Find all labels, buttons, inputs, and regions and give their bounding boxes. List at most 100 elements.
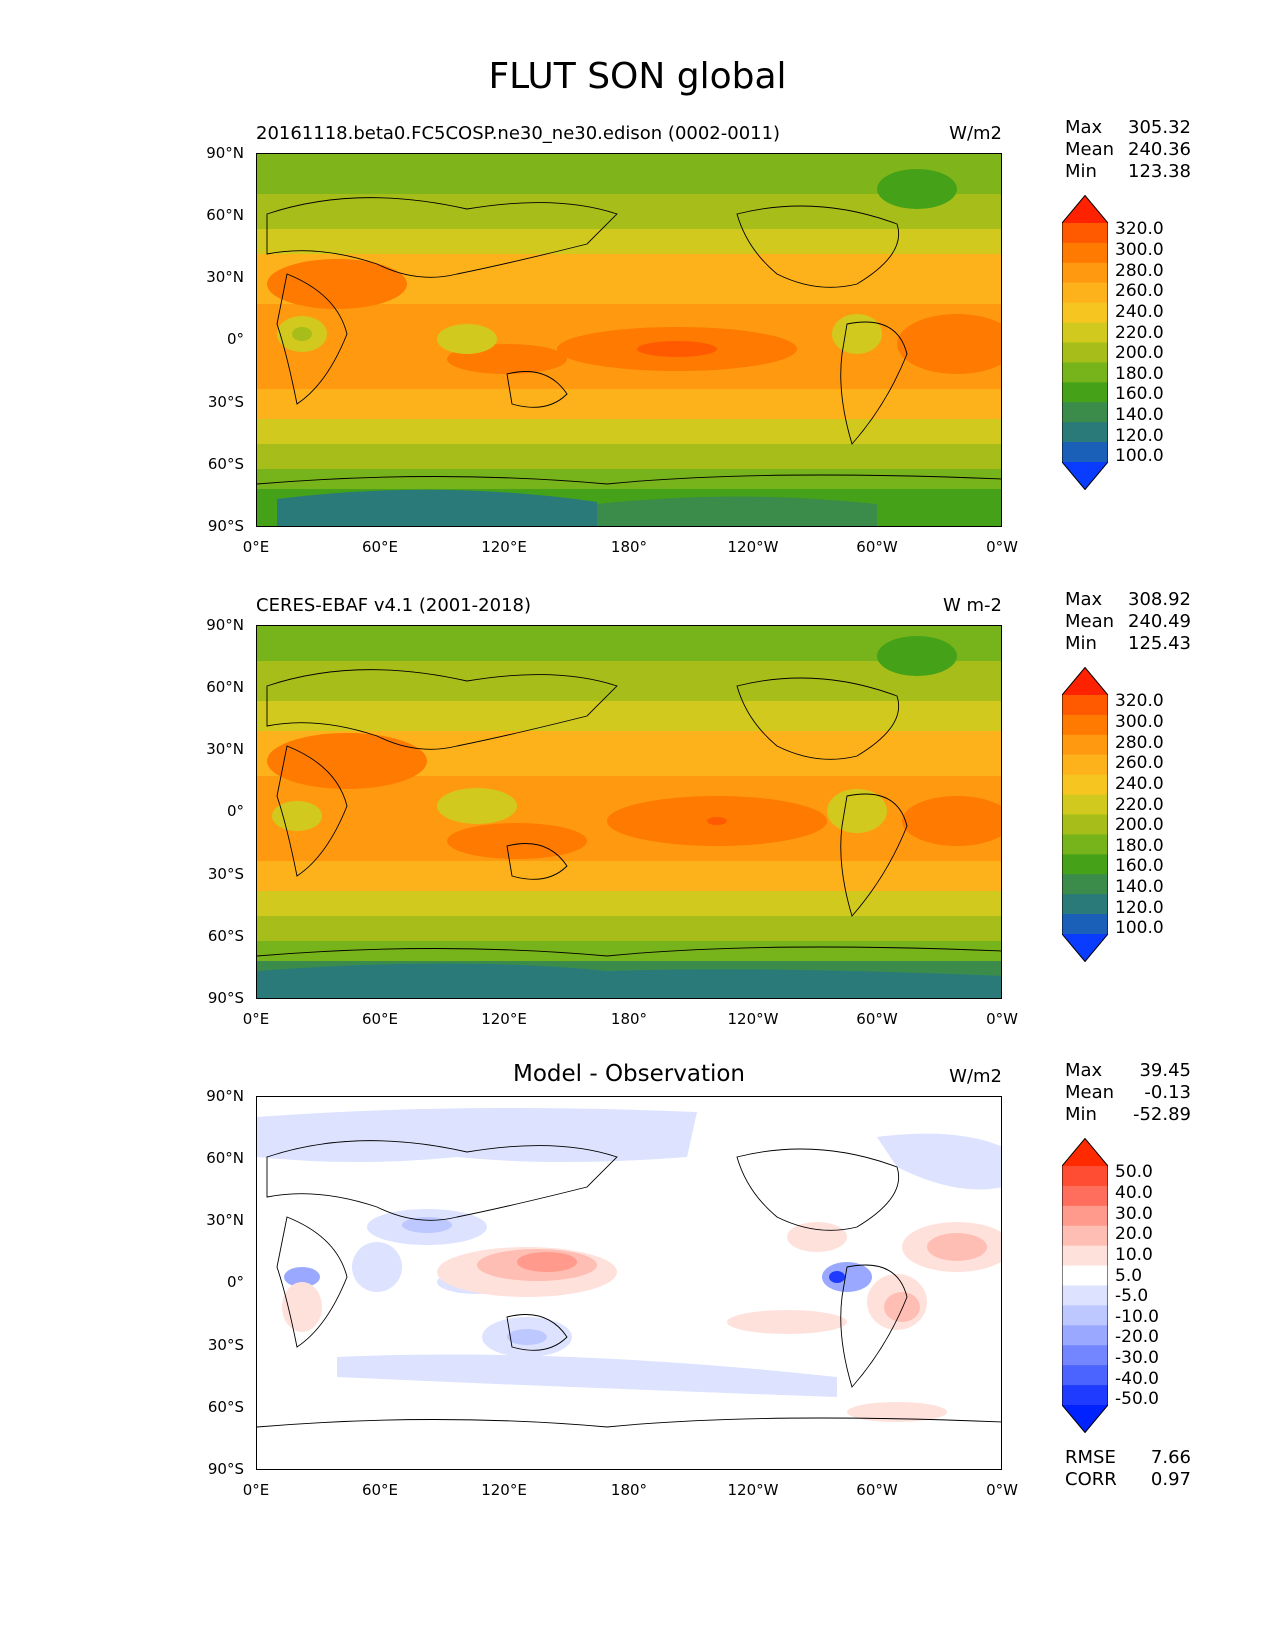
panel-2-colorbar-label: 140.0: [1115, 877, 1164, 897]
panel-2-min-label: Min: [1065, 633, 1097, 654]
panel-3-colorbar-label: -10.0: [1115, 1307, 1159, 1327]
panel-2-xtick: 120°E: [481, 1010, 527, 1028]
colorbar-segment: [1062, 894, 1108, 915]
panel-3-corr-label: CORR: [1065, 1469, 1117, 1490]
panel-3-colorbar-label: 30.0: [1115, 1204, 1153, 1224]
panel-3-rmse-value: 7.66: [1150, 1447, 1191, 1468]
colorbar-segment: [1062, 362, 1108, 383]
panel-1-colorbar-label: 200.0: [1115, 343, 1164, 363]
panel-3-xtick: 0°E: [242, 1481, 270, 1499]
colorbar-segment: [1062, 774, 1108, 796]
panel-3-xtick: 60°E: [361, 1481, 399, 1499]
panel-2-colorbar-label: 100.0: [1115, 918, 1164, 938]
panel-2-xtick: 0°W: [986, 1010, 1018, 1028]
panel-2-xtick: 60°W: [856, 1010, 898, 1028]
colorbar-bottom-extend: [1062, 1405, 1108, 1433]
colorbar-segment: [1062, 1166, 1108, 1187]
colorbar-segment: [1062, 1185, 1108, 1207]
panel-2-ytick: 30°S: [207, 865, 244, 883]
colorbar-segment: [1062, 262, 1108, 284]
colorbar-segment: [1062, 402, 1108, 423]
colorbar-segment: [1062, 814, 1108, 835]
colorbar-segment: [1062, 342, 1108, 363]
panel-3-max-value: 39.45: [1139, 1060, 1191, 1081]
panel-1-colorbar-label: 100.0: [1115, 446, 1164, 466]
colorbar-segment: [1062, 854, 1108, 875]
panel-2-min-value: 125.43: [1128, 633, 1191, 654]
figure-title: FLUT SON global: [488, 56, 787, 97]
colorbar-segment: [1062, 1225, 1108, 1247]
panel-2-ytick: 60°N: [206, 678, 244, 696]
colorbar-segment: [1062, 714, 1108, 736]
panel-2-colorbar-label: 280.0: [1115, 733, 1164, 753]
colorbar-segment: [1062, 1325, 1108, 1346]
panel-2-title: CERES-EBAF v4.1 (2001-2018): [256, 595, 532, 616]
colorbar-segment: [1062, 223, 1108, 244]
panel-1-ytick: 90°N: [206, 144, 244, 162]
panel-3-map-plot: [257, 1097, 1001, 1469]
panel-2-max-value: 308.92: [1128, 589, 1191, 610]
colorbar-segment: [1062, 1305, 1108, 1326]
panel-2-mean-label: Mean: [1065, 611, 1115, 632]
panel-1-mean-value: 240.36: [1128, 139, 1191, 160]
panel-1-ytick: 60°N: [206, 206, 244, 224]
panel-1-colorbar-label: 240.0: [1115, 302, 1164, 322]
panel-1-colorbar-label: 220.0: [1115, 323, 1164, 343]
panel-1-colorbar-label: 160.0: [1115, 384, 1164, 404]
panel-2-ytick: 0°: [226, 802, 244, 820]
colorbar-segment: [1062, 794, 1108, 815]
panel-2-colorbar-label: 200.0: [1115, 815, 1164, 835]
panel-2-colorbar-label: 120.0: [1115, 898, 1164, 918]
panel-2-colorbar: [1061, 666, 1109, 963]
panel-2-colorbar-label: 320.0: [1115, 691, 1164, 711]
panel-1-max-value: 305.32: [1128, 117, 1191, 138]
panel-3-colorbar-label: -20.0: [1115, 1327, 1159, 1347]
panel-2-colorbar-label: 240.0: [1115, 774, 1164, 794]
panel-3-xtick: 180°: [610, 1481, 648, 1499]
panel-3-mean-label: Mean: [1065, 1082, 1115, 1103]
panel-3-map: [256, 1096, 1002, 1470]
panel-3-max-label: Max: [1065, 1060, 1103, 1081]
panel-2-xtick: 0°E: [242, 1010, 270, 1028]
panel-3-colorbar-label: -50.0: [1115, 1389, 1159, 1409]
panel-1-mean-label: Mean: [1065, 139, 1115, 160]
panel-1-colorbar-label: 260.0: [1115, 281, 1164, 301]
panel-3-colorbar-label: 40.0: [1115, 1183, 1153, 1203]
panel-2-xtick: 180°: [610, 1010, 648, 1028]
colorbar-segment: [1062, 282, 1108, 304]
panel-3-xtick: 0°W: [986, 1481, 1018, 1499]
panel-3-xtick: 120°E: [481, 1481, 527, 1499]
colorbar-segment: [1062, 1385, 1108, 1406]
panel-2-ytick: 30°N: [206, 740, 244, 758]
panel-2-units: W m-2: [942, 595, 1002, 616]
panel-3-colorbar-label: 20.0: [1115, 1224, 1153, 1244]
panel-2-ytick: 90°S: [207, 989, 244, 1007]
panel-1-colorbar-label: 320.0: [1115, 219, 1164, 239]
colorbar-segment: [1062, 914, 1108, 935]
panel-1-xtick: 0°W: [986, 538, 1018, 556]
colorbar-bottom-extend: [1062, 462, 1108, 490]
panel-1-units: W/m2: [949, 123, 1002, 144]
panel-3-xtick: 120°W: [727, 1481, 779, 1499]
colorbar-segment: [1062, 422, 1108, 443]
panel-2-colorbar-label: 160.0: [1115, 856, 1164, 876]
colorbar-top-extend: [1062, 195, 1108, 223]
colorbar-svg: [1061, 194, 1109, 491]
panel-3-colorbar-label: -40.0: [1115, 1369, 1159, 1389]
panel-1-xtick: 60°E: [361, 538, 399, 556]
panel-2-ytick: 60°S: [207, 927, 244, 945]
panel-2-mean-value: 240.49: [1128, 611, 1191, 632]
panel-2-map-plot: [257, 626, 1001, 998]
panel-1-title: 20161118.beta0.FC5COSP.ne30_ne30.edison …: [256, 123, 781, 144]
colorbar-segment: [1062, 874, 1108, 895]
colorbar-segment: [1062, 242, 1108, 264]
panel-3-units: W/m2: [949, 1066, 1002, 1087]
colorbar-segment: [1062, 1285, 1108, 1306]
panel-3-corr-value: 0.97: [1150, 1469, 1191, 1490]
panel-1-max-label: Max: [1065, 117, 1103, 138]
panel-2-colorbar-label: 180.0: [1115, 836, 1164, 856]
panel-1-ytick: 30°S: [207, 393, 244, 411]
panel-1-map: [256, 153, 1002, 527]
panel-3-ytick: 90°N: [206, 1087, 244, 1105]
panel-2-xtick: 120°W: [727, 1010, 779, 1028]
